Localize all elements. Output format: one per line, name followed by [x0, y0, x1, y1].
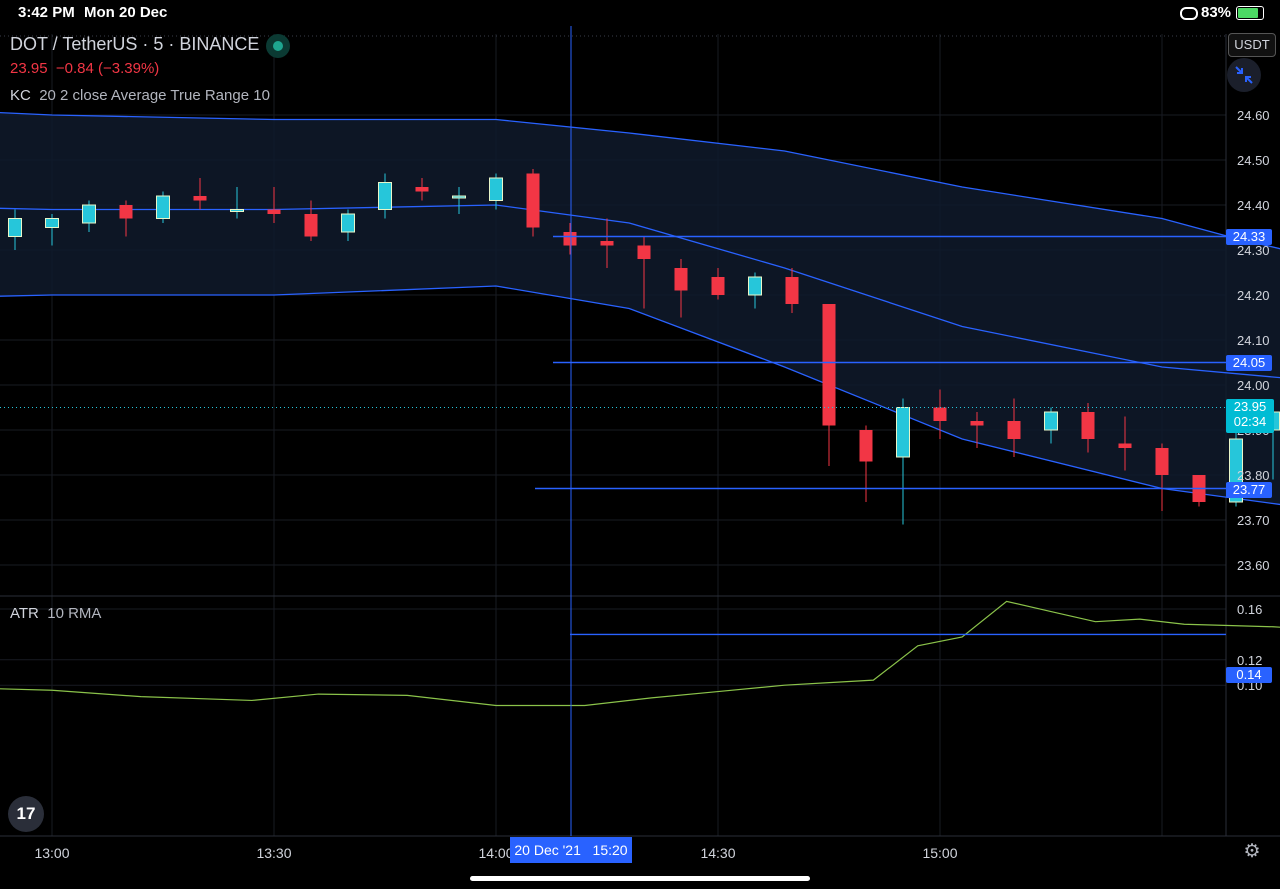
last-price-value: 23.95 — [1233, 399, 1267, 414]
candle-body — [896, 407, 910, 458]
candle-body — [600, 241, 614, 246]
candle-body — [1118, 443, 1132, 448]
candle-body — [341, 213, 355, 233]
kc-lower-tag: 23.77 — [1226, 482, 1272, 498]
kc-indicator-params: 20 2 close Average True Range 10 — [39, 87, 270, 104]
time-axis-label: 15:00 — [922, 845, 957, 861]
home-indicator[interactable] — [470, 876, 810, 881]
time-axis-label: 13:30 — [256, 845, 291, 861]
kc-indicator-legend[interactable]: KC 20 2 close Average True Range 10 — [10, 87, 270, 104]
atr-indicator-name: ATR — [10, 605, 39, 622]
candle-body — [526, 173, 540, 228]
atr-axis-label: 0.16 — [1237, 602, 1262, 617]
candle-body — [489, 177, 503, 201]
kc-indicator-name: KC — [10, 87, 31, 104]
price-axis-label: 24.50 — [1237, 153, 1270, 168]
last-price-tag: 23.95 02:34 — [1226, 399, 1274, 433]
candle-body — [119, 205, 133, 219]
candle-body — [1081, 412, 1095, 439]
price-axis-label: 24.30 — [1237, 243, 1270, 258]
bar-countdown: 02:34 — [1233, 414, 1267, 429]
atr-value-tag: 0.14 — [1226, 667, 1272, 683]
price-axis-label: 24.10 — [1237, 333, 1270, 348]
price-axis-label: 24.40 — [1237, 198, 1270, 213]
atr-line — [0, 600, 1280, 707]
candle-body — [748, 276, 762, 296]
candle-body — [452, 195, 466, 199]
symbol-title[interactable]: DOT / TetherUS · 5 · BINANCE — [10, 34, 260, 54]
kc-upper-tag: 24.33 — [1226, 229, 1272, 245]
price-axis-label: 24.20 — [1237, 288, 1270, 303]
candle-body — [415, 187, 429, 192]
price-axis-label: 23.80 — [1237, 468, 1270, 483]
kc-band-fill — [0, 112, 1280, 505]
candle-body — [267, 209, 281, 214]
price-axis-label: 23.60 — [1237, 558, 1270, 573]
candle-body — [156, 195, 170, 219]
price-quote: 23.95 −0.84 (−3.39%) — [10, 60, 160, 77]
status-time: 3:42 PM — [18, 4, 75, 21]
candle-body — [8, 218, 22, 237]
price-axis-label: 23.70 — [1237, 513, 1270, 528]
candle-body — [711, 277, 725, 295]
candle-body — [193, 196, 207, 201]
status-date: Mon 20 Dec — [84, 4, 168, 21]
price-axis-label: 24.60 — [1237, 108, 1270, 123]
candle-body — [1044, 411, 1058, 431]
settings-gear-icon[interactable]: ⚙ — [1243, 841, 1261, 862]
screen-mirror-icon — [1180, 7, 1198, 20]
currency-button[interactable]: USDT — [1228, 33, 1276, 57]
candle-body — [304, 214, 318, 237]
time-axis-label: 13:00 — [34, 845, 69, 861]
battery-icon — [1236, 6, 1264, 20]
candle-body — [82, 204, 96, 224]
price-axis-label: 24.00 — [1237, 378, 1270, 393]
candle-body — [637, 245, 651, 259]
candle-body — [378, 182, 392, 210]
candle-body — [230, 209, 244, 212]
atr-indicator-params: 10 RMA — [47, 605, 102, 622]
candle-body — [933, 407, 947, 421]
candle-body — [1007, 421, 1021, 439]
kc-upper-line — [0, 112, 1280, 250]
crosshair-date-label: 20 Dec '21 15:20 — [510, 837, 632, 863]
kc-mid-tag: 24.05 — [1226, 355, 1272, 371]
candle-body — [859, 430, 873, 462]
candle-body — [674, 268, 688, 291]
tradingview-logo-icon[interactable]: 17 — [8, 796, 44, 832]
candle-body — [970, 421, 984, 426]
time-axis-label: 14:30 — [700, 845, 735, 861]
candle-body — [45, 218, 59, 228]
battery-percent: 83% — [1201, 4, 1232, 21]
live-status-dot-icon — [266, 34, 290, 58]
candle-body — [822, 304, 836, 426]
candle-body — [785, 277, 799, 304]
collapse-arrows-icon[interactable] — [1227, 58, 1261, 92]
candle-body — [563, 232, 577, 246]
time-axis-label: 14:00 — [478, 845, 513, 861]
atr-axis-label: 0.12 — [1237, 653, 1262, 668]
atr-indicator-legend[interactable]: ATR 10 RMA — [10, 605, 101, 622]
candle-body — [1155, 448, 1169, 475]
